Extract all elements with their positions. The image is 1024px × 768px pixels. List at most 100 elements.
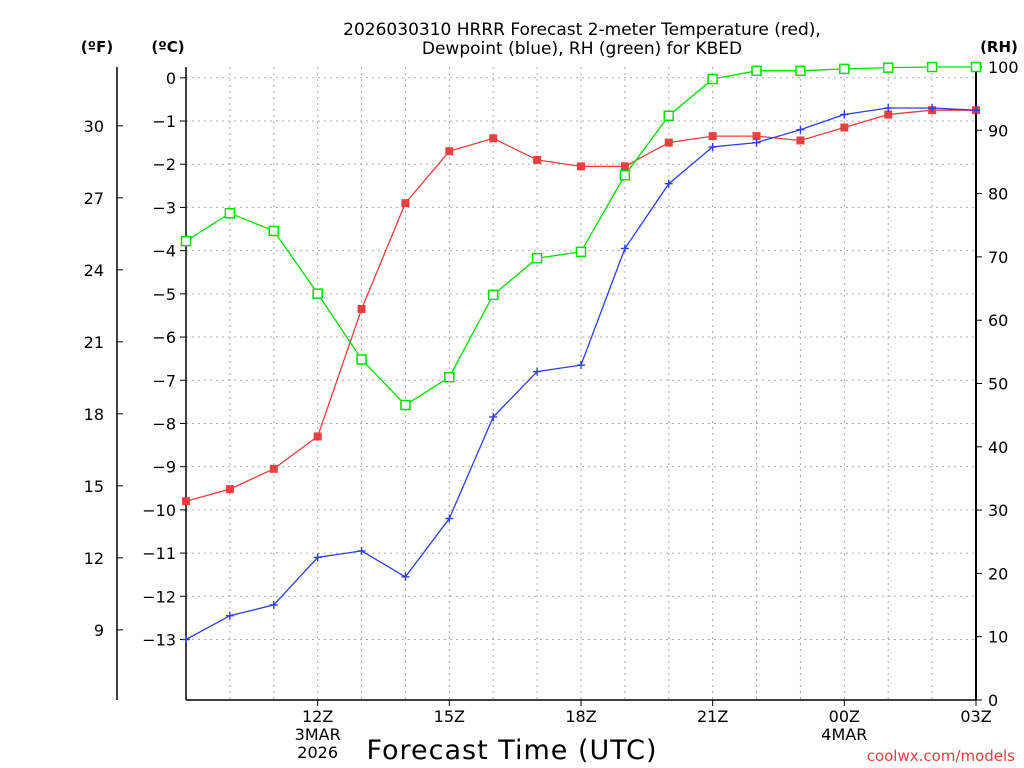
celsius-tick-label: −13 [142, 631, 176, 650]
x-tick-label: 00Z [829, 707, 860, 726]
rh-tick-label: 50 [988, 375, 1008, 394]
x-tick-label: 4MAR [821, 725, 867, 744]
rh-tick-label: 80 [988, 185, 1008, 204]
celsius-tick-label: −1 [152, 112, 176, 131]
rh-point [531, 252, 543, 264]
fahrenheit-tick-label: 27 [84, 189, 104, 208]
temperature-point [401, 199, 410, 208]
celsius-unit-label: (ºC) [151, 38, 184, 56]
dewpoint-point [577, 361, 585, 370]
x-tick-label: 12Z [302, 707, 333, 726]
celsius-tick-label: 0 [166, 69, 176, 88]
dewpoint-point [445, 514, 454, 523]
dewpoint-point [182, 635, 190, 644]
temperature-point [840, 123, 849, 132]
x-tick-label: 18Z [565, 707, 596, 726]
rh-point [795, 65, 806, 77]
rh-tick-label: 90 [988, 121, 1008, 140]
dewpoint-point [972, 106, 980, 115]
fahrenheit-unit-label: (ºF) [81, 38, 113, 56]
temperature-point [225, 485, 234, 494]
temperature-point [664, 138, 673, 147]
rh-point [400, 399, 411, 411]
fahrenheit-tick-label: 18 [84, 405, 104, 424]
dewpoint-point [313, 553, 322, 562]
rh-point [356, 354, 367, 365]
dewpoint-point [489, 412, 498, 421]
temperature-point [533, 155, 542, 164]
celsius-tick-label: −5 [152, 285, 176, 304]
rh-point [619, 169, 631, 181]
chart-title-line-1: 2026030310 HRRR Forecast 2-meter Tempera… [343, 20, 821, 40]
celsius-tick-label: −12 [142, 587, 176, 606]
temperature-point [577, 162, 585, 171]
rh-point [487, 289, 499, 301]
rh-tick-label: 100 [988, 58, 1019, 77]
fahrenheit-tick-label: 9 [94, 621, 104, 640]
rh-point [575, 246, 587, 258]
credit-link[interactable]: coolwx.com/models [867, 747, 1015, 765]
temperature-point [884, 110, 893, 119]
dewpoint-point [269, 600, 278, 609]
fahrenheit-tick-label: 21 [84, 333, 104, 352]
rh-point [312, 288, 323, 299]
dewpoint-point [708, 142, 717, 151]
temperature-point [313, 432, 322, 441]
x-tick-label: 3MAR [295, 725, 341, 744]
celsius-tick-label: −6 [152, 328, 176, 347]
celsius-tick-label: −10 [142, 501, 176, 520]
fahrenheit-tick-label: 12 [84, 549, 104, 568]
dewpoint-point [884, 104, 893, 113]
rh-tick-label: 30 [988, 501, 1008, 520]
rh-point [926, 61, 938, 73]
fahrenheit-tick-label: 30 [84, 117, 104, 136]
temperature-point [796, 136, 805, 145]
rh-unit-label: (RH) [980, 38, 1018, 56]
chart-title-line-2: Dewpoint (blue), RH (green) for KBED [422, 39, 742, 59]
rh-tick-label: 0 [988, 691, 998, 710]
rh-point [268, 225, 280, 237]
rh-point [663, 110, 675, 121]
dewpoint-point [357, 546, 366, 555]
temperature-point [269, 464, 278, 473]
temperature-point [489, 134, 498, 143]
dewpoint-point [620, 244, 629, 253]
rh-tick-label: 20 [988, 564, 1008, 583]
rh-point [751, 65, 762, 77]
x-tick-label: 03Z [960, 707, 991, 726]
dewpoint-point [928, 104, 937, 113]
axes: 0 −1 −2 −3 −4 −5 −6 −7 −8 −9 −10 −11 −12 −13 30 27 24 21 1… [84, 58, 1019, 762]
gridlines [186, 67, 976, 700]
dewpoint-point [752, 138, 761, 147]
rh-point [224, 207, 236, 219]
temperature-point [445, 147, 454, 156]
x-tick-label: 15Z [434, 707, 465, 726]
celsius-tick-label: −8 [152, 414, 176, 433]
temperature-point [357, 304, 366, 313]
celsius-tick-label: −11 [142, 544, 176, 563]
rh-point [707, 73, 718, 85]
temperature-point [708, 132, 717, 141]
dewpoint-point [401, 572, 410, 581]
dewpoint-point [533, 367, 542, 376]
rh-point [882, 62, 894, 73]
celsius-tick-label: −2 [152, 155, 176, 174]
fahrenheit-tick-label: 24 [84, 261, 104, 280]
rh-point [444, 371, 455, 383]
rh-tick-label: 60 [988, 311, 1008, 330]
celsius-tick-label: −3 [152, 198, 176, 217]
x-tick-label: 21Z [697, 707, 728, 726]
dewpoint-point [840, 110, 849, 119]
celsius-tick-label: −9 [152, 458, 176, 477]
dewpoint-point [796, 125, 805, 134]
celsius-tick-label: −7 [152, 371, 176, 390]
dewpoint-point [225, 611, 234, 620]
dewpoint-point [664, 179, 673, 188]
x-tick-label: 2026 [297, 743, 338, 762]
temperature-point [620, 162, 629, 171]
rh-tick-label: 10 [988, 628, 1008, 647]
celsius-tick-label: −4 [152, 242, 176, 261]
x-axis-title: Forecast Time (UTC) [366, 735, 657, 766]
rh-tick-label: 40 [988, 438, 1008, 457]
